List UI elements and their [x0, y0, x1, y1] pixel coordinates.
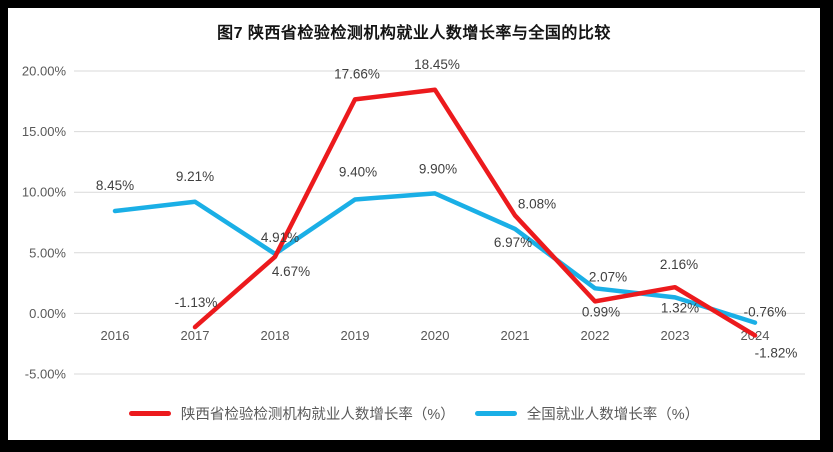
data-label: 4.91%	[261, 230, 299, 245]
data-label: 18.45%	[414, 57, 460, 72]
y-axis-tick-label: -5.00%	[25, 367, 67, 382]
data-label: -1.82%	[755, 345, 798, 360]
x-axis-tick-label: 2021	[501, 328, 530, 343]
data-label: 2.16%	[660, 257, 698, 272]
x-axis-tick-label: 2018	[261, 328, 290, 343]
chart-legend: 陕西省检验检测机构就业人数增长率（%） 全国就业人数增长率（%）	[8, 403, 820, 424]
y-axis-tick-label: 20.00%	[22, 64, 67, 79]
data-label: 6.97%	[494, 235, 532, 250]
x-axis-tick-label: 2022	[581, 328, 610, 343]
x-axis-tick-label: 2017	[181, 328, 210, 343]
legend-item-shaanxi: 陕西省检验检测机构就业人数增长率（%）	[128, 403, 455, 424]
data-label: 17.66%	[334, 66, 380, 81]
legend-red-line-swatch	[128, 411, 171, 416]
legend-label-national: 全国就业人数增长率（%）	[526, 407, 700, 423]
chart-canvas: 图7 陕西省检验检测机构就业人数增长率与全国的比较 20.00% 15.00% 10…	[8, 8, 820, 440]
data-label: -0.76%	[744, 305, 787, 320]
data-label: 9.90%	[419, 161, 457, 176]
series-line-national	[112, 191, 758, 325]
data-label: 9.40%	[339, 164, 377, 179]
data-label: 1.32%	[661, 300, 699, 315]
data-label: 9.21%	[176, 169, 214, 184]
legend-blue-line-swatch	[474, 411, 517, 416]
data-label: 4.67%	[272, 264, 310, 279]
legend-item-national: 全国就业人数增长率（%）	[474, 403, 700, 424]
y-axis-tick-label: 15.00%	[22, 124, 67, 139]
legend-label-shaanxi: 陕西省检验检测机构就业人数增长率（%）	[180, 407, 455, 423]
data-label: 0.99%	[582, 304, 620, 319]
x-axis-tick-label: 2019	[341, 328, 370, 343]
data-label: 8.08%	[518, 196, 556, 211]
series-line-shaanxi	[192, 87, 758, 338]
x-axis-tick-label: 2020	[421, 328, 450, 343]
data-label: 2.07%	[589, 269, 627, 284]
y-axis-tick-label: 0.00%	[29, 306, 66, 321]
x-axis-tick-label: 2016	[101, 328, 130, 343]
line-chart-plot: 20.00% 15.00% 10.00% 5.00% 0.00% -5.00% 2016 20…	[22, 57, 805, 382]
y-axis-tick-label: 5.00%	[29, 245, 66, 260]
x-axis-tick-label: 2023	[661, 328, 690, 343]
y-axis-tick-label: 10.00%	[22, 185, 67, 200]
data-label: 8.45%	[96, 178, 134, 193]
data-label: -1.13%	[175, 295, 218, 310]
chart-title: 图7 陕西省检验检测机构就业人数增长率与全国的比较	[217, 25, 611, 42]
